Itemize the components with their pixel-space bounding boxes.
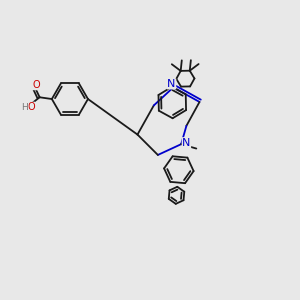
Text: N: N [182, 138, 190, 148]
Text: O: O [27, 102, 35, 112]
Text: O: O [32, 80, 40, 90]
Text: H: H [21, 103, 28, 112]
Text: N: N [167, 79, 176, 89]
